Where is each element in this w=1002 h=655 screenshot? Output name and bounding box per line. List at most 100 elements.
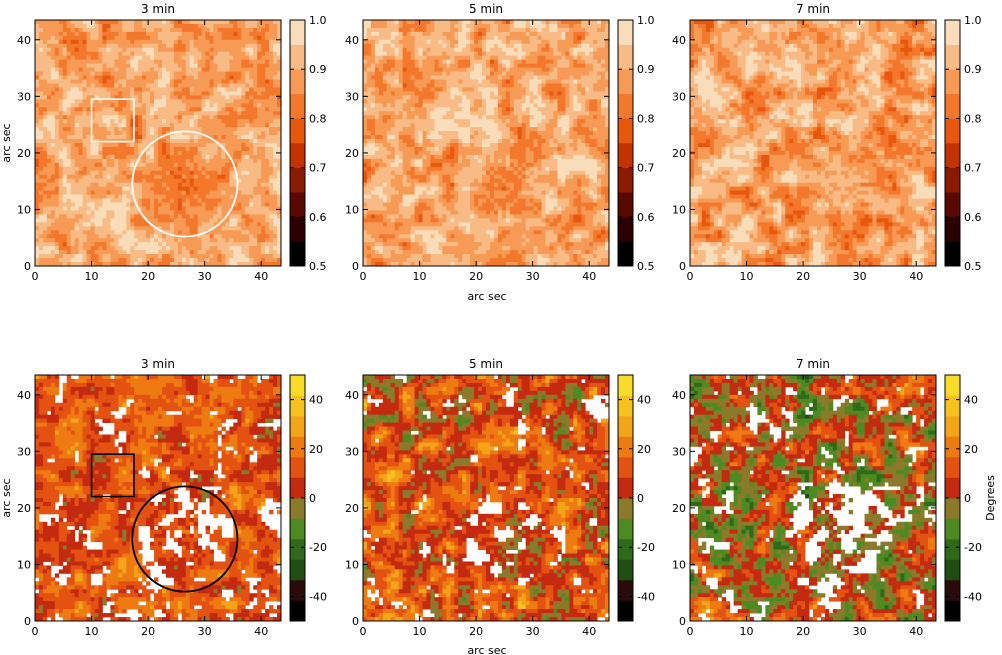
colorbar-step xyxy=(945,44,960,70)
y-axis-label: arc sec xyxy=(0,123,13,162)
x-tick-label: 20 xyxy=(796,270,810,283)
colorbar-step xyxy=(945,192,960,218)
colorbar-step xyxy=(290,216,305,242)
y-tick-label: 30 xyxy=(17,90,31,103)
colorbar-step xyxy=(290,143,305,168)
y-tick-label: 0 xyxy=(679,260,686,273)
sunspot-circle xyxy=(131,485,239,593)
y-tick-label: 40 xyxy=(17,389,31,402)
colorbar-step xyxy=(290,518,305,540)
colorbar-step xyxy=(290,559,305,581)
panel-title: 5 min xyxy=(469,357,503,371)
colorbar-tick-label: 0 xyxy=(637,492,644,505)
colorbar-step xyxy=(290,241,305,267)
x-tick-label: 30 xyxy=(526,270,540,283)
y-tick-label: 40 xyxy=(345,34,359,47)
y-tick-label: 30 xyxy=(17,445,31,458)
y-tick-label: 10 xyxy=(17,558,31,571)
colorbar-step xyxy=(945,600,960,622)
plot-frame xyxy=(689,374,937,622)
x-tick-label: 0 xyxy=(360,270,367,283)
region-box xyxy=(90,98,135,143)
colorbar-tick-label: 0.7 xyxy=(964,162,982,175)
y-tick-label: 0 xyxy=(679,615,686,628)
colorbar-tick-label: 0.5 xyxy=(309,260,327,273)
colorbar-step xyxy=(290,436,305,458)
colorbar-step xyxy=(618,416,633,437)
y-tick-label: 20 xyxy=(672,147,686,160)
colorbar-tick-label: 0 xyxy=(964,492,971,505)
colorbar: -40 -20 0 20 40 xyxy=(289,374,327,622)
colorbar-step xyxy=(945,216,960,242)
x-tick-label: 20 xyxy=(469,625,483,638)
panel-top-3: 7 min 0 10 20 30 40 0 10 20 30 40 0.5 0.6 0.7 0.8 0.9 1.… xyxy=(672,2,982,283)
colorbar-step xyxy=(618,498,633,519)
panel-title: 7 min xyxy=(796,2,830,16)
y-tick-label: 10 xyxy=(345,558,359,571)
x-tick-label: 40 xyxy=(909,270,923,283)
sunspot-circle xyxy=(131,130,239,238)
y-tick-label: 10 xyxy=(345,203,359,216)
colorbar-step xyxy=(618,436,633,458)
colorbar-step xyxy=(618,216,633,242)
x-tick-label: 0 xyxy=(32,270,39,283)
colorbar-step xyxy=(618,241,633,267)
y-tick-label: 30 xyxy=(345,445,359,458)
colorbar-step xyxy=(290,20,305,45)
panel-bottom-2: 5 min 0 10 20 30 40 0 10 20 30 40 -40 -20 0 20 40 xyxy=(345,357,655,638)
colorbar-step xyxy=(290,167,305,193)
colorbar-tick-label: 40 xyxy=(637,394,651,407)
colorbar-step xyxy=(618,580,633,601)
colorbar-step xyxy=(945,416,960,437)
colorbar-tick-label: 40 xyxy=(964,394,978,407)
x-tick-label: 10 xyxy=(85,625,99,638)
colorbar-step xyxy=(290,44,305,70)
y-tick-label: 10 xyxy=(672,203,686,216)
colorbar-step xyxy=(618,375,633,396)
colorbar-frame xyxy=(289,19,306,267)
colorbar-tick-label: 0.8 xyxy=(637,112,655,125)
x-tick-label: 40 xyxy=(909,625,923,638)
region-box xyxy=(90,453,135,498)
x-tick-label: 10 xyxy=(413,270,427,283)
colorbar-tick-label: 0.9 xyxy=(637,63,655,76)
colorbar-step xyxy=(945,20,960,45)
colorbar-step xyxy=(945,498,960,519)
x-tick-label: 20 xyxy=(469,270,483,283)
colorbar-step xyxy=(618,539,633,560)
colorbar-step xyxy=(290,375,305,396)
colorbar-tick-label: -40 xyxy=(309,590,327,603)
colorbar-tick-label: 0.7 xyxy=(309,162,327,175)
colorbar-tick-label: 20 xyxy=(637,443,651,456)
colorbar-tick-label: -40 xyxy=(637,590,655,603)
colorbar-step xyxy=(618,457,633,478)
colorbar-tick-label: 0.9 xyxy=(964,63,982,76)
colorbar-tick-label: 1.0 xyxy=(964,14,982,27)
heatmap-image xyxy=(690,375,936,621)
colorbar-tick-label: 0.8 xyxy=(309,112,327,125)
colorbar-step xyxy=(290,498,305,519)
x-tick-label: 30 xyxy=(526,625,540,638)
colorbar-tick-label: 0.8 xyxy=(964,112,982,125)
colorbar-step xyxy=(618,192,633,218)
x-tick-label: 20 xyxy=(796,625,810,638)
heatmap-image xyxy=(363,20,609,266)
colorbar-step xyxy=(945,580,960,601)
y-tick-label: 40 xyxy=(672,389,686,402)
plot-frame xyxy=(34,374,282,622)
panel-title: 3 min xyxy=(141,357,175,371)
colorbar-step xyxy=(290,477,305,499)
colorbar-step xyxy=(945,375,960,396)
y-tick-label: 0 xyxy=(352,615,359,628)
y-tick-label: 30 xyxy=(672,445,686,458)
y-tick-label: 30 xyxy=(345,90,359,103)
x-tick-label: 0 xyxy=(360,625,367,638)
panel-title: 5 min xyxy=(469,2,503,16)
colorbar-tick-label: -40 xyxy=(964,590,982,603)
colorbar-step xyxy=(618,118,633,144)
heatmap-image xyxy=(35,375,281,621)
colorbar: 0.5 0.6 0.7 0.8 0.9 1.0 xyxy=(944,14,982,273)
shared-x-label-bottom: arc sec xyxy=(467,644,506,655)
colorbar-step xyxy=(290,539,305,560)
